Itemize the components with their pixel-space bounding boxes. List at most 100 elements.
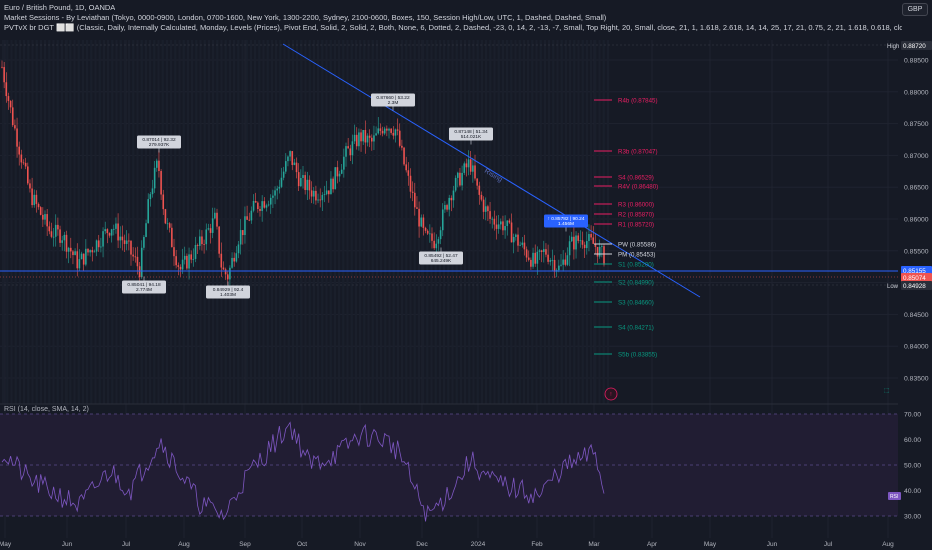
- session-box: [476, 40, 479, 404]
- candle-body: [115, 223, 117, 229]
- time-tick: Sep: [239, 541, 251, 548]
- candle-body: [491, 218, 493, 220]
- time-axis[interactable]: May Jun Jul Aug Sep Oct Nov Dec 2024 Feb Mar Apr May…: [0, 541, 894, 548]
- callout-box[interactable]: [371, 93, 415, 107]
- candle-body: [386, 128, 388, 131]
- session-box: [531, 40, 534, 404]
- line-value-badge: [901, 266, 932, 275]
- callout-line1: 0.84929 | 92.4: [213, 287, 244, 293]
- candle-body: [59, 229, 61, 243]
- callout-box[interactable]: [544, 214, 588, 228]
- candle-body: [577, 235, 579, 241]
- candle-body: [371, 137, 373, 142]
- candle-body: [267, 204, 270, 206]
- candle-body: [448, 197, 450, 210]
- callout-line2: 2.3M: [388, 100, 399, 106]
- candle-body: [392, 132, 395, 136]
- callout-box[interactable]: [419, 251, 463, 265]
- session-box: [165, 40, 168, 404]
- candle-body: [149, 194, 152, 200]
- candle-body: [82, 253, 85, 265]
- candle-body: [52, 236, 55, 238]
- candle-body: [42, 214, 44, 220]
- time-tick: Apr: [647, 541, 658, 548]
- session-box: [359, 40, 362, 404]
- low-value-badge: [901, 281, 932, 290]
- candle-body: [338, 173, 341, 177]
- candle-body: [588, 234, 590, 242]
- candle-body: [469, 159, 472, 172]
- candle-body: [405, 164, 407, 171]
- candle-body: [104, 229, 106, 232]
- candle-body: [39, 207, 42, 215]
- callout-box[interactable]: [449, 127, 493, 141]
- callout-line1: ↑ 0.85782 | 90.24: [548, 216, 585, 222]
- indicator-legend-pivots[interactable]: PVTvX br DGT ⬜⬜ (Classic, Daily, Interna…: [4, 23, 902, 32]
- session-box: [10, 40, 13, 404]
- session-box: [254, 40, 257, 404]
- time-tick: Dec: [416, 541, 428, 548]
- candle-body: [355, 134, 358, 147]
- callout-line1: 0.87014 | 92.32: [142, 137, 176, 143]
- candle-body: [523, 242, 526, 250]
- indicator-legend-sessions[interactable]: Market Sessions - By Leviathan (Tokyo, 0…: [4, 13, 607, 22]
- candle-body: [502, 221, 504, 231]
- candle-body: [362, 130, 364, 142]
- candle-body: [568, 241, 571, 256]
- price-axis[interactable]: 0.88500 0.88000 0.87500 0.87000 0.86500 0.860…: [887, 41, 932, 521]
- candle-body: [379, 128, 382, 131]
- candle-body: [48, 226, 51, 232]
- session-box: [27, 40, 30, 404]
- candle-body: [530, 259, 532, 267]
- candle-body: [429, 233, 431, 235]
- session-box: [249, 40, 252, 404]
- candle-body: [80, 253, 83, 260]
- candle-body: [3, 67, 5, 83]
- candle-body: [304, 175, 306, 191]
- symbol-title[interactable]: Euro / British Pound, 1D, OANDA: [4, 3, 116, 12]
- event-flag-icon[interactable]: [604, 387, 618, 401]
- session-box: [514, 40, 517, 404]
- candle-body: [420, 217, 423, 227]
- pivot-label: R4b (0.87845): [618, 98, 658, 105]
- session-box: [317, 40, 320, 404]
- trendline[interactable]: [282, 43, 701, 298]
- candle-body: [575, 235, 577, 250]
- low-value: 0.84928: [903, 283, 926, 290]
- candle-body: [74, 251, 76, 256]
- currency-button[interactable]: GBP: [902, 3, 928, 16]
- candle-body: [573, 236, 575, 250]
- session-box: [178, 40, 181, 404]
- candle-body: [179, 266, 182, 270]
- candle-body: [50, 231, 53, 237]
- candle-body: [461, 172, 463, 186]
- candle-body: [439, 230, 442, 240]
- candle-body: [274, 190, 276, 196]
- session-box: [480, 40, 483, 404]
- candle-body: [334, 167, 337, 190]
- session-box: [14, 40, 17, 404]
- time-tick: May: [0, 541, 12, 548]
- candle-body: [583, 244, 586, 249]
- candle-body: [312, 190, 315, 197]
- session-box: [485, 40, 488, 404]
- rsi-title[interactable]: RSI (14, close, SMA, 14, 2): [4, 406, 89, 413]
- candle-body: [360, 132, 362, 142]
- candle-body: [136, 256, 139, 267]
- candle-body: [37, 203, 40, 208]
- callout-box[interactable]: [137, 135, 181, 149]
- candle-body: [246, 216, 248, 220]
- session-box: [149, 40, 152, 404]
- session-box: [90, 40, 93, 404]
- session-box: [329, 40, 332, 404]
- candle-body: [467, 159, 470, 168]
- session-box: [81, 40, 84, 404]
- high-value-badge: [901, 41, 932, 50]
- callout-box[interactable]: [122, 280, 166, 294]
- candle-body: [194, 244, 197, 259]
- callout-box[interactable]: [206, 285, 250, 299]
- candle-body: [153, 167, 156, 189]
- candle-body: [543, 249, 545, 252]
